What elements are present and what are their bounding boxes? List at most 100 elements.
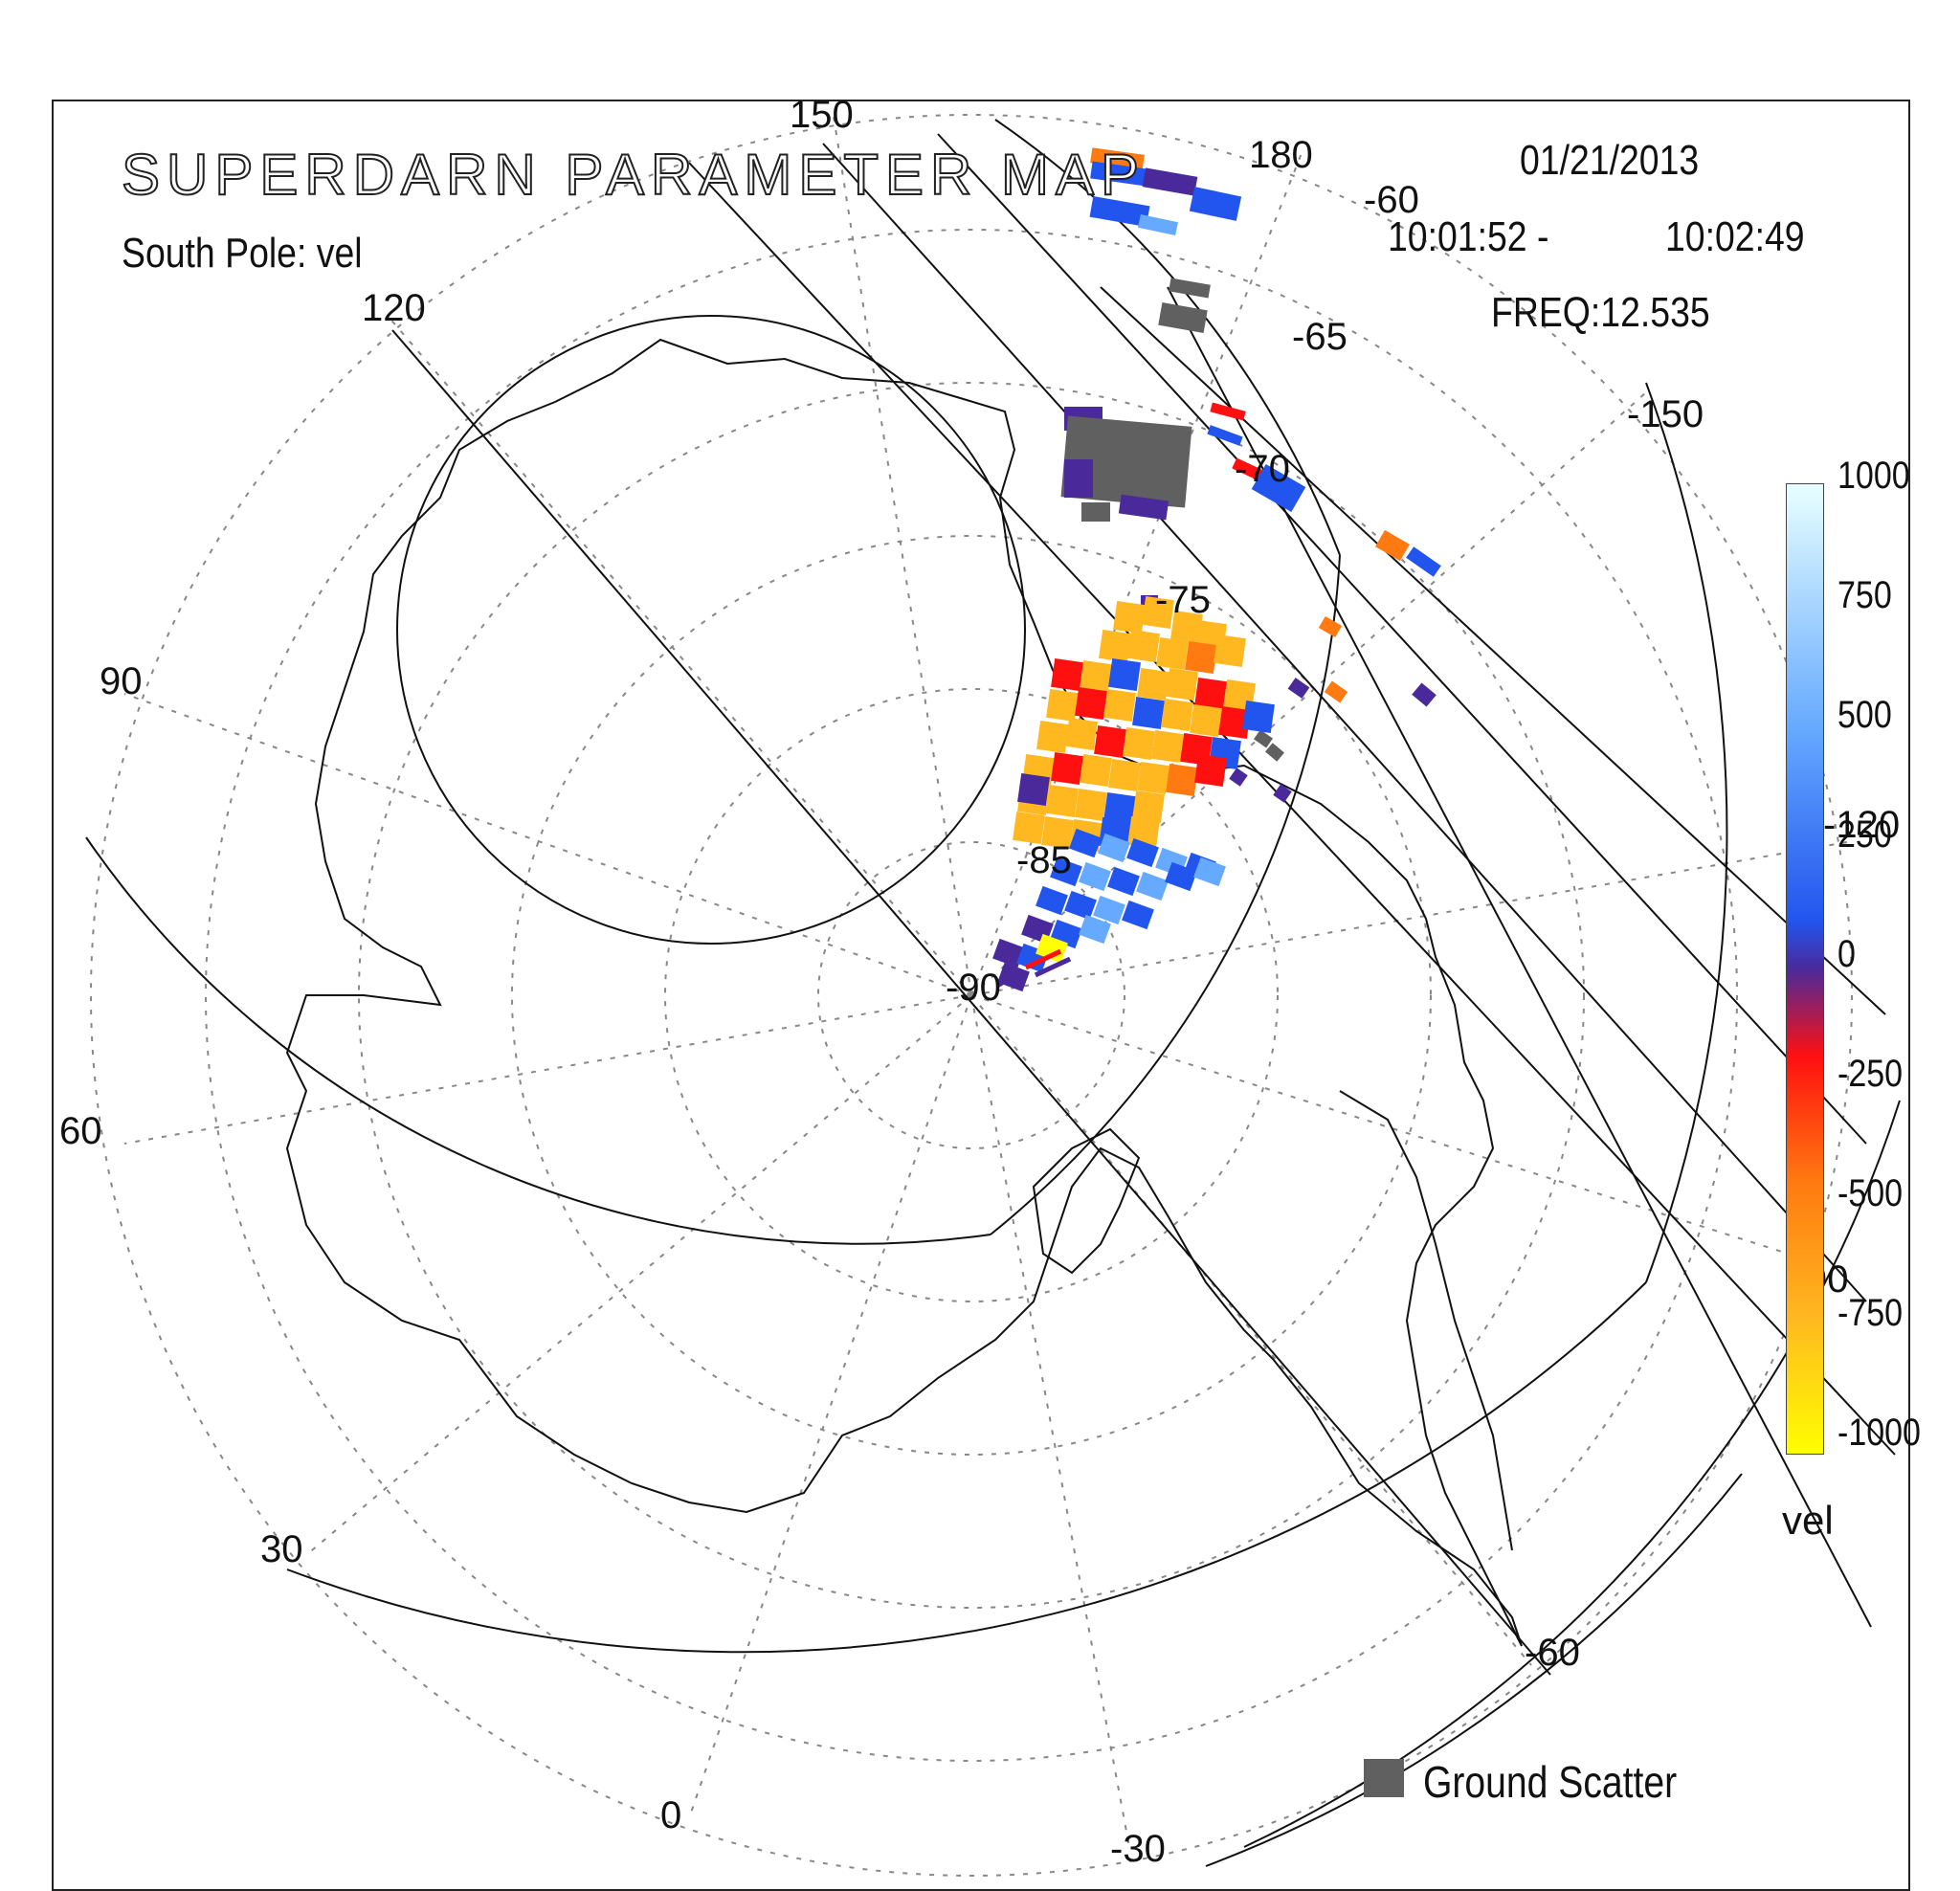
time-end-label: 10:02:49 xyxy=(1665,213,1805,260)
velocity-cell xyxy=(1151,730,1184,763)
velocity-cell xyxy=(1098,833,1130,863)
velocity-colorbar xyxy=(1786,483,1824,1455)
velocity-cell xyxy=(1142,167,1198,196)
velocity-cell xyxy=(1013,812,1045,844)
lat-label: -70 xyxy=(1235,448,1290,490)
velocity-cell xyxy=(1065,718,1098,750)
velocity-cell xyxy=(1113,601,1146,634)
velocity-cell xyxy=(1051,752,1083,785)
colorbar-tick: 1000 xyxy=(1838,455,1910,497)
lon-label: 180 xyxy=(1249,134,1313,176)
lon-label: -150 xyxy=(1627,393,1704,435)
velocity-cell xyxy=(1210,402,1246,421)
velocity-cell xyxy=(1137,213,1179,236)
peninsula-coast xyxy=(1339,1090,1513,1551)
lat-label: -60 xyxy=(1364,179,1419,221)
velocity-cell xyxy=(1132,697,1165,729)
map-title: SUPERDARN PARAMETER MAP xyxy=(121,142,1147,208)
lat-label: -65 xyxy=(1292,316,1348,358)
velocity-cell xyxy=(1081,502,1110,522)
velocity-cells xyxy=(992,147,1441,992)
velocity-cell xyxy=(1122,900,1154,930)
grid-labels: 150 180 120 -150 90 -120 60 90 30 -60 0 … xyxy=(59,94,1900,1870)
lon-label: -30 xyxy=(1110,1828,1166,1870)
velocity-cell xyxy=(1046,689,1079,722)
velocity-cell xyxy=(1034,956,1072,978)
velocity-cell xyxy=(1103,792,1136,825)
velocity-cell xyxy=(1169,278,1211,299)
velocity-cell xyxy=(1024,948,1062,970)
velocity-cell xyxy=(1036,885,1068,916)
velocity-cell xyxy=(1069,828,1102,858)
velocity-cell xyxy=(1156,637,1189,670)
velocity-cell xyxy=(1214,634,1246,667)
velocity-cell xyxy=(1375,529,1410,562)
velocity-cell xyxy=(1287,678,1310,699)
coastline xyxy=(285,338,1523,1647)
lon-label: -120 xyxy=(1823,804,1900,846)
velocity-cell xyxy=(1099,630,1131,662)
colorbar-tick: 250 xyxy=(1838,813,1892,856)
velocity-cell xyxy=(1108,658,1141,691)
ground-scatter-swatch xyxy=(1364,1759,1404,1797)
velocity-cell xyxy=(1254,729,1273,748)
velocity-cell xyxy=(1406,546,1441,577)
ground-scatter-label: Ground Scatter xyxy=(1423,1757,1678,1807)
velocity-cell xyxy=(1318,615,1343,638)
lon-label: 120 xyxy=(362,287,426,329)
lat-label: -75 xyxy=(1155,579,1211,621)
velocity-cell xyxy=(1132,790,1165,823)
velocity-cell xyxy=(1075,789,1107,821)
velocity-cell xyxy=(1103,689,1136,722)
radar-fov xyxy=(85,119,1901,1867)
lat-label: -90 xyxy=(946,967,1001,1009)
velocity-cell xyxy=(1017,773,1050,806)
velocity-cell xyxy=(1136,871,1169,901)
velocity-cell xyxy=(1165,861,1197,892)
colorbar-tick: -500 xyxy=(1838,1172,1904,1214)
velocity-cell xyxy=(1079,861,1111,892)
velocity-cell xyxy=(1064,459,1093,498)
velocity-cell xyxy=(992,938,1025,968)
colorbar-tick: -1000 xyxy=(1838,1412,1921,1454)
velocity-cell xyxy=(1041,816,1074,849)
velocity-cell xyxy=(1060,415,1192,508)
velocity-cell xyxy=(1194,678,1227,710)
velocity-cell xyxy=(1207,425,1243,446)
time-start-label: 10:01:52 - xyxy=(1388,213,1549,260)
velocity-cell xyxy=(1036,933,1068,964)
velocity-cell xyxy=(1093,895,1125,925)
velocity-cell xyxy=(1080,660,1112,693)
lon-label: 150 xyxy=(790,94,854,136)
velocity-cell xyxy=(1190,704,1222,737)
velocity-cell xyxy=(1193,857,1226,887)
velocity-cell xyxy=(1046,785,1079,817)
frequency-label: FREQ:12.535 xyxy=(1491,289,1710,336)
longitude-grid xyxy=(123,109,1848,1848)
velocity-cell xyxy=(1123,727,1155,760)
lon-label: 90 xyxy=(100,660,143,702)
lon-label: -60 xyxy=(1525,1632,1580,1674)
velocity-cell xyxy=(1229,768,1248,787)
velocity-cell xyxy=(1412,682,1437,707)
velocity-cell xyxy=(1273,784,1292,803)
velocity-cell xyxy=(1242,701,1275,733)
velocity-cell xyxy=(1324,680,1348,703)
velocity-cell xyxy=(1075,687,1107,720)
colorbar-tick: -750 xyxy=(1838,1292,1904,1334)
velocity-cell xyxy=(1050,857,1082,887)
lon-label: 0 xyxy=(660,1794,681,1836)
colorbar-tick: -250 xyxy=(1838,1053,1904,1095)
velocity-cell xyxy=(1251,464,1306,512)
velocity-cell xyxy=(1108,759,1141,791)
velocity-cell xyxy=(1194,754,1227,787)
velocity-cell xyxy=(1094,725,1126,758)
velocity-cell xyxy=(1185,641,1217,674)
velocity-cell xyxy=(1064,890,1097,921)
velocity-cell xyxy=(1161,699,1193,731)
ronne-ice-shelf xyxy=(1032,1127,1141,1275)
velocity-cell xyxy=(1170,611,1203,643)
date-label: 01/21/2013 xyxy=(1520,137,1700,184)
velocity-cell xyxy=(1036,721,1069,753)
